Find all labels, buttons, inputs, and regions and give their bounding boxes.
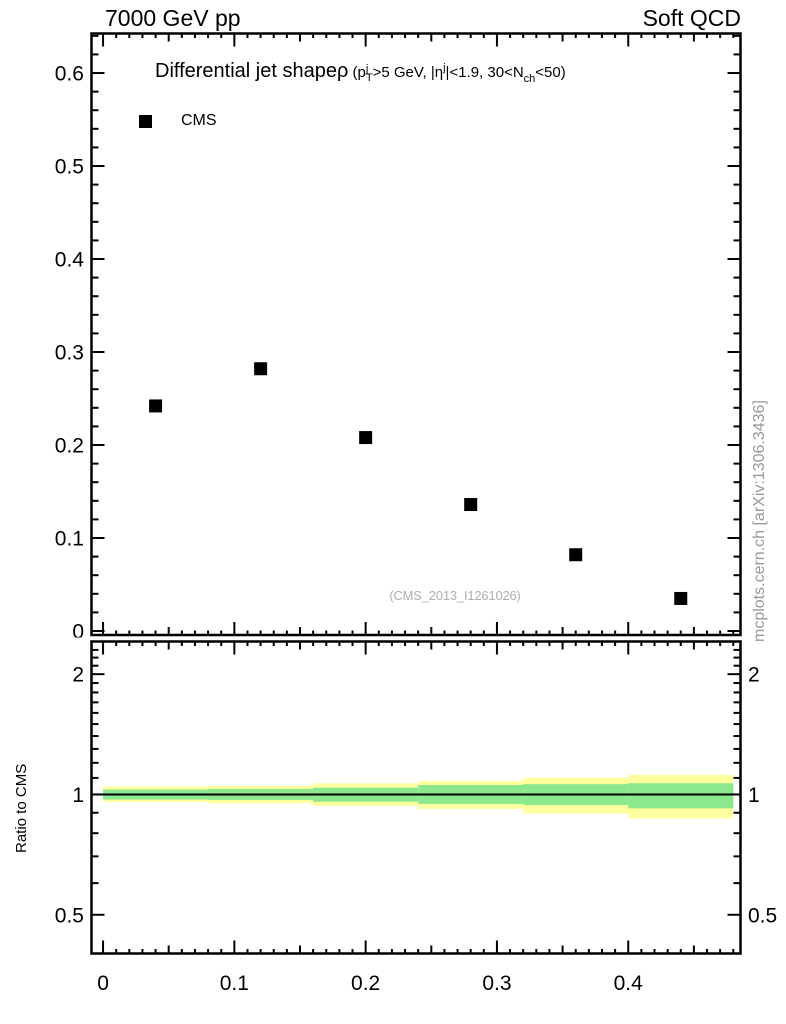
data-point-cms-2 xyxy=(254,362,268,376)
main-y-tick-label: 0.6 xyxy=(55,63,84,86)
main-y-tick-label: 0.1 xyxy=(55,528,84,551)
nch-sub: ch xyxy=(523,73,536,85)
mcplots-arxiv-note: mcplots.cern.ch [arXiv:1306.3436] xyxy=(751,400,768,642)
data-point-cms-1 xyxy=(149,399,163,413)
cuts-seg2: |<1.9, 30<N xyxy=(445,64,524,81)
main-y-tick-label: 0.2 xyxy=(55,435,84,458)
x-tick-label: 0.3 xyxy=(482,972,511,995)
beam-energy-label: 7000 GeV pp xyxy=(105,5,241,31)
ratio-y-tick-label-right: 0.5 xyxy=(748,904,777,927)
main-y-tick-label: 0.3 xyxy=(55,342,84,365)
data-point-cms-4 xyxy=(464,498,478,512)
ratio-y-tick-label-left: 1 xyxy=(72,784,84,807)
ratio-y-axis-title: Ratio to CMS xyxy=(13,763,30,853)
plot-title-text: Differential jet shape xyxy=(155,60,337,82)
legend: CMS xyxy=(139,112,217,130)
analysis-id-watermark: (CMS_2013_I1261026) xyxy=(389,588,521,603)
cms-marker-icon xyxy=(139,114,152,128)
inner-uncertainty-band-bin6 xyxy=(628,783,734,809)
ratio-y-tick-label-left: 2 xyxy=(72,664,84,687)
plot-title-cuts: (p j T >5 GeV, |ηj|<1.9, 30<Nch<50) xyxy=(348,62,566,85)
pt-sub: T xyxy=(365,72,373,84)
cuts-open: (p xyxy=(348,64,366,81)
cuts-seg1: >5 GeV, |η xyxy=(372,64,444,81)
process-group-label: Soft QCD xyxy=(642,5,741,31)
rho-symbol: ρ xyxy=(336,60,349,82)
x-tick-label: 0.1 xyxy=(220,972,249,995)
plot-title: Differential jet shapeρ (p j T >5 GeV, |ηj|… xyxy=(155,60,566,85)
ratio-y-tick-label-right: 2 xyxy=(748,664,760,687)
main-y-tick-label: 0.4 xyxy=(55,249,85,272)
main-panel-frame xyxy=(90,32,742,637)
x-tick-label: 0.2 xyxy=(351,972,380,995)
eta-sup: j xyxy=(443,62,446,74)
ratio-y-tick-label-left: 0.5 xyxy=(55,904,84,927)
x-tick-label: 0 xyxy=(97,972,109,995)
data-point-cms-3 xyxy=(359,431,373,445)
legend-label-cms: CMS xyxy=(181,112,217,129)
main-y-tick-label: 0 xyxy=(72,621,84,644)
ratio-y-tick-label-right: 1 xyxy=(748,784,760,807)
data-point-cms-5 xyxy=(569,548,583,562)
cuts-close: <50) xyxy=(535,64,566,81)
main-y-tick-label: 0.5 xyxy=(55,156,84,179)
ratio-panel-frame xyxy=(90,640,742,955)
data-point-cms-6 xyxy=(674,591,688,605)
x-tick-label: 0.4 xyxy=(614,972,644,995)
pt-sup: j xyxy=(365,63,369,75)
